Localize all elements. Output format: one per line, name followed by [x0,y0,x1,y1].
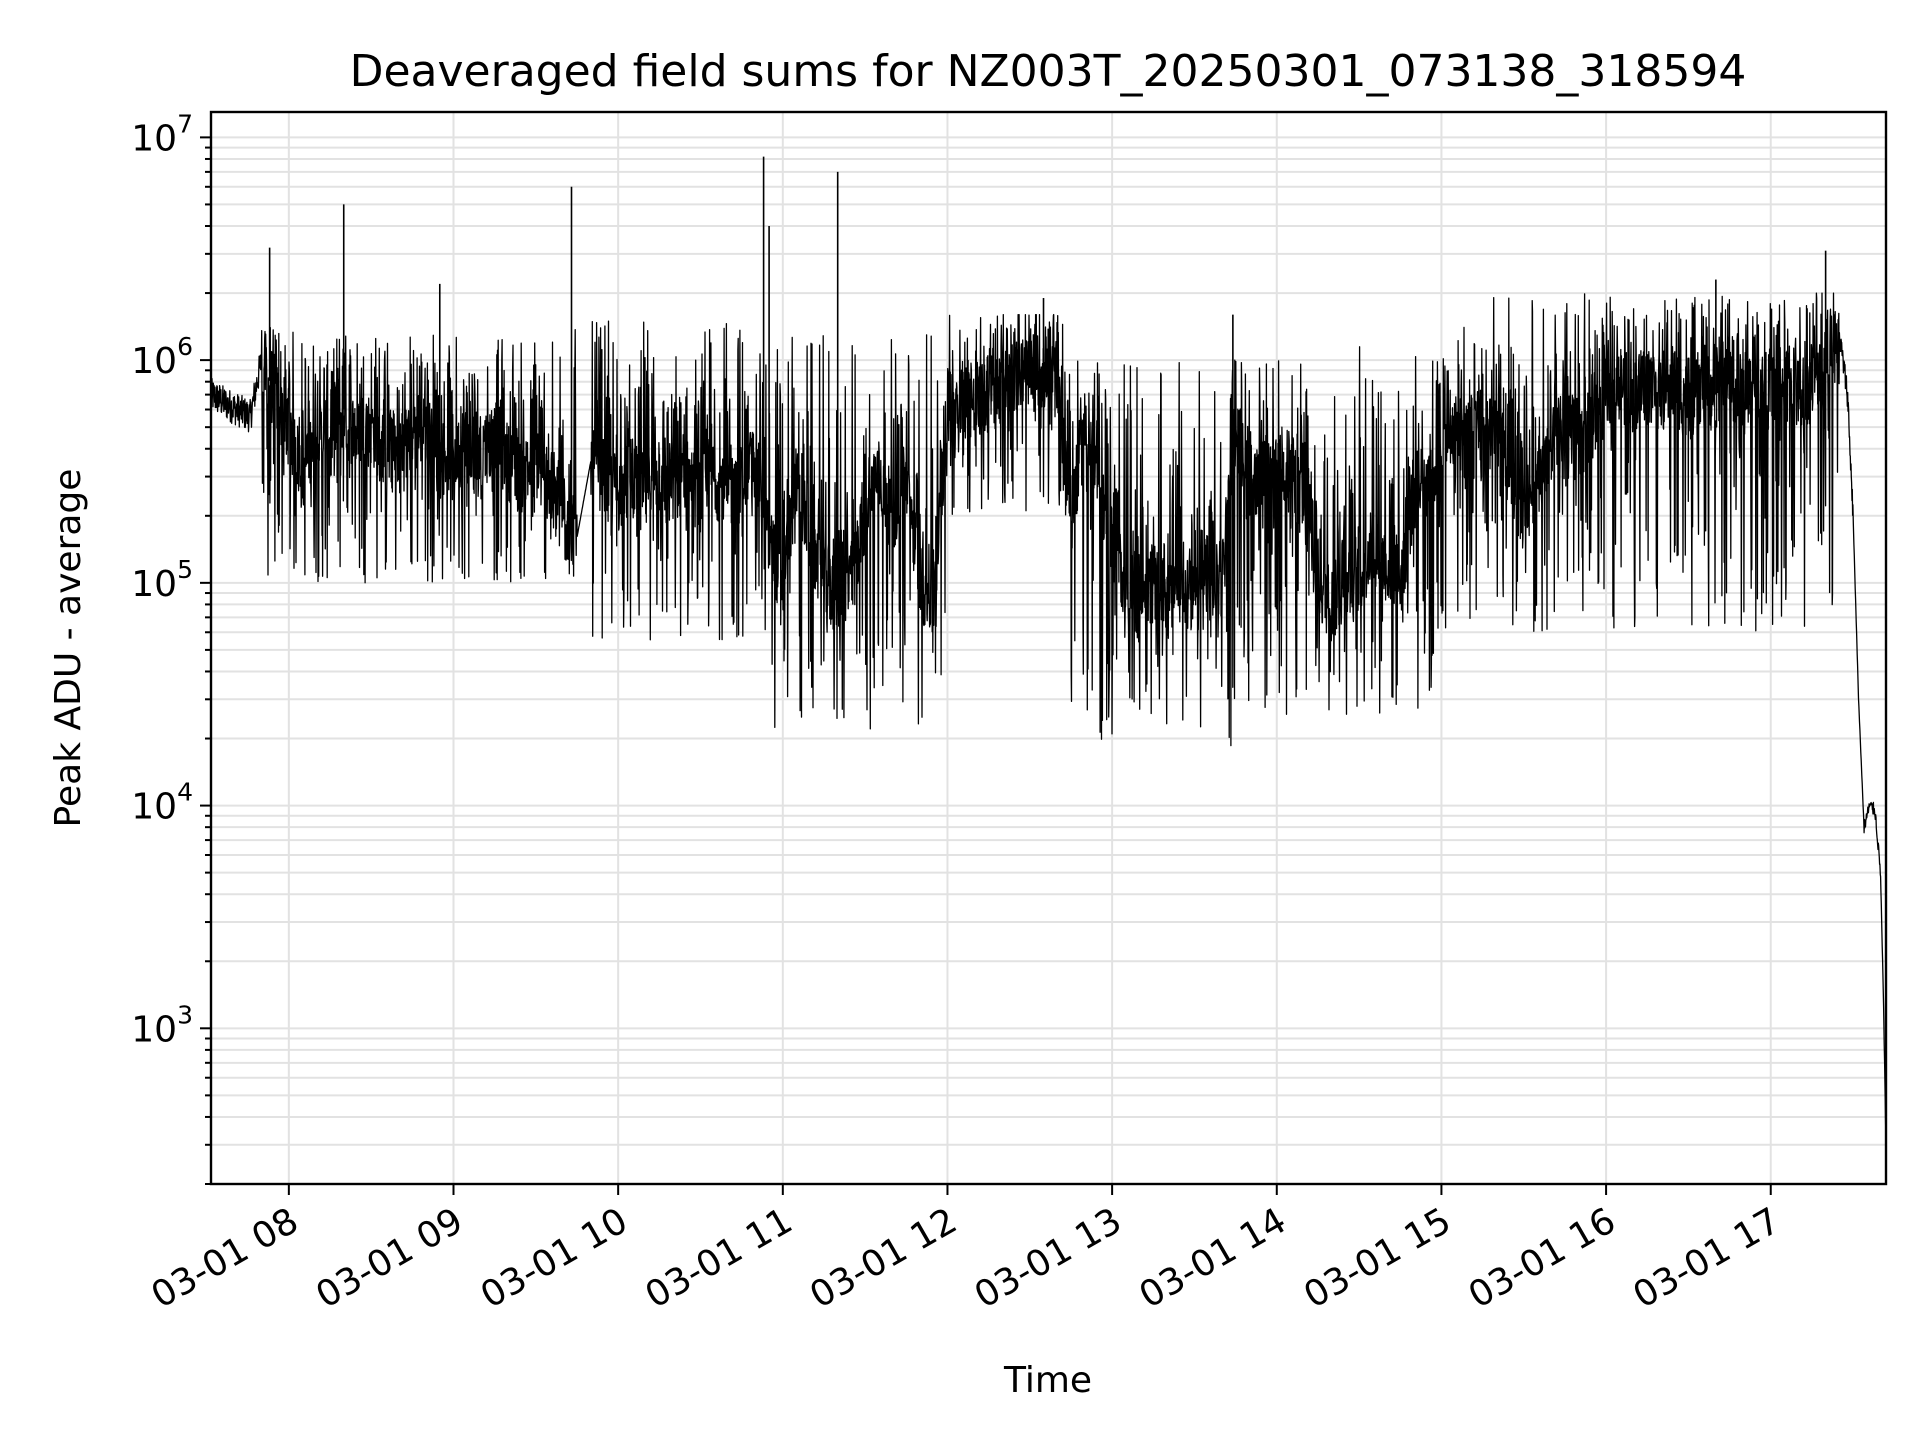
y-tick-label: 105 [131,555,193,605]
series-layer [210,156,1887,1145]
series-line [210,292,1887,1145]
y-axis-label: Peak ADU - average [48,469,89,828]
y-tick-label: 106 [131,332,193,382]
y-tick-label: 103 [131,1000,193,1050]
x-axis-label: Time [1003,1360,1092,1401]
chart-title: Deaveraged field sums for NZ003T_2025030… [350,46,1747,97]
y-tick-label: 107 [131,109,193,159]
plot-frame [209,110,1888,1186]
y-tick-label: 104 [131,778,193,828]
